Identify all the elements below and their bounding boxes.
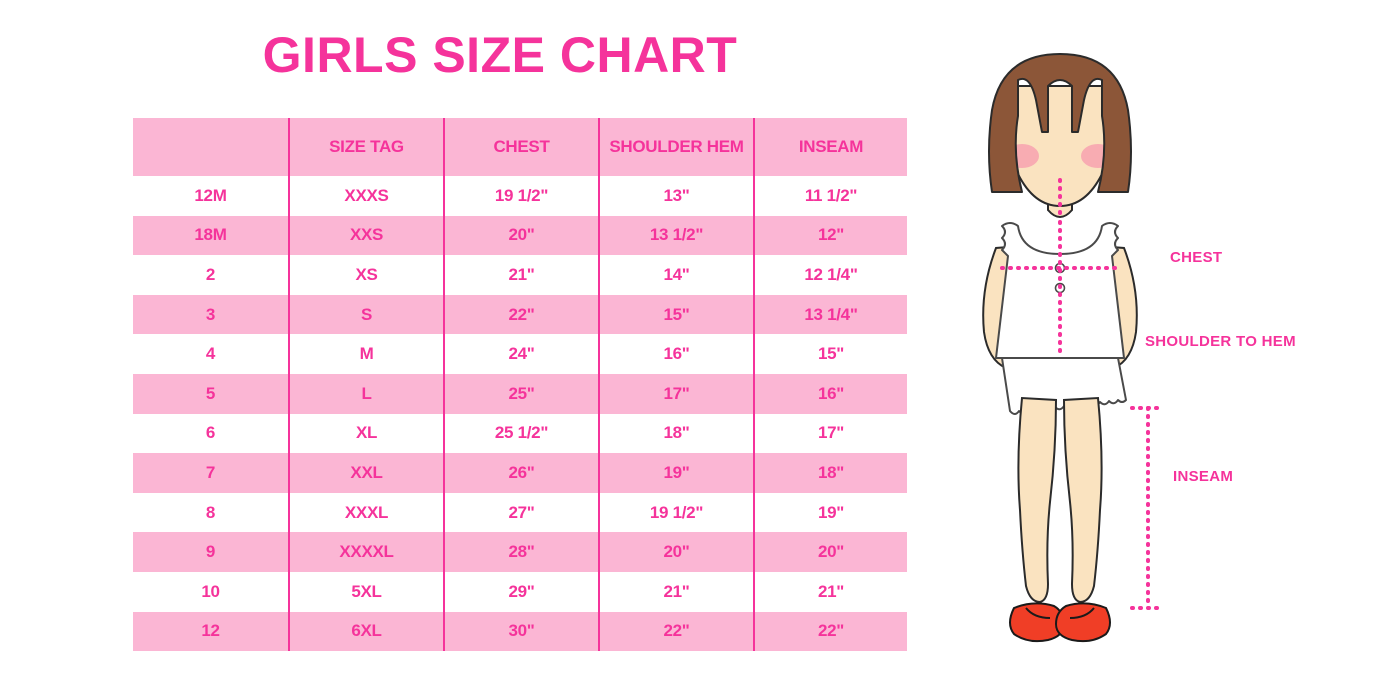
size-cell: 18M — [133, 215, 289, 256]
measurement-cell: 26" — [443, 453, 599, 493]
measurement-cell: 24" — [443, 334, 599, 374]
measurement-cell: 17" — [598, 373, 754, 414]
measurement-cell: 12" — [753, 215, 907, 256]
column-header: INSEAM — [753, 118, 907, 176]
measurement-cell: 25 1/2" — [443, 413, 599, 454]
table-row: 4 M 24" 16" 15" — [133, 334, 907, 374]
size-cell: 8 — [133, 492, 289, 533]
table-row: 10 5XL 29" 21" 21" — [133, 571, 907, 612]
table-row: 6 XL 25 1/2" 18" 17" — [133, 413, 907, 454]
size-cell: 2 — [133, 255, 289, 295]
measurement-cell: 28" — [443, 532, 599, 572]
shoe-right — [1054, 602, 1111, 643]
measurement-cell: XL — [288, 413, 444, 454]
measurement-cell: XXS — [288, 215, 444, 256]
measurement-cell: 19" — [753, 492, 907, 533]
table-row: 3 S 22" 15" 13 1/4" — [133, 294, 907, 335]
measurement-cell: 21" — [753, 571, 907, 612]
size-cell: 12M — [133, 176, 289, 216]
measurement-cell: 16" — [753, 373, 907, 414]
measurement-cell: 21" — [443, 255, 599, 295]
girl-illustration: CHEST SHOULDER TO HEM INSEAM — [930, 40, 1400, 680]
measurement-cell: 22" — [753, 611, 907, 652]
measurement-cell: 15" — [598, 294, 754, 335]
measurement-cell: 17" — [753, 413, 907, 454]
measurement-cell: XXL — [288, 453, 444, 493]
size-cell: 6 — [133, 413, 289, 454]
measurement-cell: 12 1/4" — [753, 255, 907, 295]
table-row: 2 XS 21" 14" 12 1/4" — [133, 255, 907, 295]
measurement-cell: 20" — [443, 215, 599, 256]
measurement-cell: 14" — [598, 255, 754, 295]
column-header — [133, 118, 289, 176]
measurement-cell: 15" — [753, 334, 907, 374]
table-row: 18M XXS 20" 13 1/2" 12" — [133, 215, 907, 256]
measurement-cell: 16" — [598, 334, 754, 374]
measurement-cell: 6XL — [288, 611, 444, 652]
measurement-cell: 20" — [598, 532, 754, 572]
measurement-cell: 18" — [753, 453, 907, 493]
measurement-cell: 13 1/2" — [598, 215, 754, 256]
leg-right — [1062, 396, 1103, 604]
table-row: 12M XXXS 19 1/2" 13" 11 1/2" — [133, 176, 907, 216]
table-row: 12 6XL 30" 22" 22" — [133, 611, 907, 652]
size-cell: 9 — [133, 532, 289, 572]
size-cell: 5 — [133, 373, 289, 414]
measurement-cell: 19 1/2" — [598, 492, 754, 533]
shoe-left-strap — [1025, 607, 1051, 619]
girl-figure-svg — [982, 53, 1166, 643]
measurement-cell: S — [288, 294, 444, 335]
leg-left — [1017, 396, 1058, 604]
measurement-cell: 29" — [443, 571, 599, 612]
hair-shape — [988, 53, 1132, 193]
table-row: 8 XXXL 27" 19 1/2" 19" — [133, 492, 907, 533]
size-chart-table: SIZE TAG CHEST SHOULDER HEM INSEAM 12M XXXS 19… — [133, 118, 907, 652]
page-title: GIRLS SIZE CHART — [262, 27, 738, 83]
table-row: 9 XXXXL 28" 20" 20" — [133, 532, 907, 572]
measurement-cell: 13" — [598, 176, 754, 216]
measurement-cell: XXXS — [288, 176, 444, 216]
measurement-cell: 21" — [598, 571, 754, 612]
column-header: SHOULDER HEM — [598, 118, 754, 176]
size-cell: 4 — [133, 334, 289, 374]
measurement-cell: 19 1/2" — [443, 176, 599, 216]
measurement-cell: 19" — [598, 453, 754, 493]
measurement-cell: L — [288, 373, 444, 414]
column-header: CHEST — [443, 118, 599, 176]
size-cell: 10 — [133, 571, 289, 612]
measurement-cell: 27" — [443, 492, 599, 533]
measurement-cell: 30" — [443, 611, 599, 652]
shoulder-to-hem-measurement-label: SHOULDER TO HEM — [1145, 333, 1296, 350]
chest-measurement-label: CHEST — [1170, 249, 1223, 266]
measurement-cell: 13 1/4" — [753, 294, 907, 335]
size-cell: 3 — [133, 294, 289, 335]
measurement-cell: 25" — [443, 373, 599, 414]
inseam-measurement-label: INSEAM — [1173, 468, 1234, 485]
measurement-cell: XS — [288, 255, 444, 295]
measurement-cell: 20" — [753, 532, 907, 572]
table-row: 7 XXL 26" 19" 18" — [133, 453, 907, 493]
measurement-cell: 22" — [443, 294, 599, 335]
shoe-right-strap — [1069, 607, 1095, 619]
table-row: 5 L 25" 17" 16" — [133, 373, 907, 414]
measurement-cell: 11 1/2" — [753, 176, 907, 216]
measurement-cell: XXXXL — [288, 532, 444, 572]
column-header: SIZE TAG — [288, 118, 444, 176]
size-cell: 7 — [133, 453, 289, 493]
measurement-cell: 22" — [598, 611, 754, 652]
size-cell: 12 — [133, 611, 289, 652]
measurement-cell: 18" — [598, 413, 754, 454]
measurement-cell: XXXL — [288, 492, 444, 533]
measurement-cell: 5XL — [288, 571, 444, 612]
table-header-row: SIZE TAG CHEST SHOULDER HEM INSEAM — [133, 118, 907, 176]
measurement-cell: M — [288, 334, 444, 374]
